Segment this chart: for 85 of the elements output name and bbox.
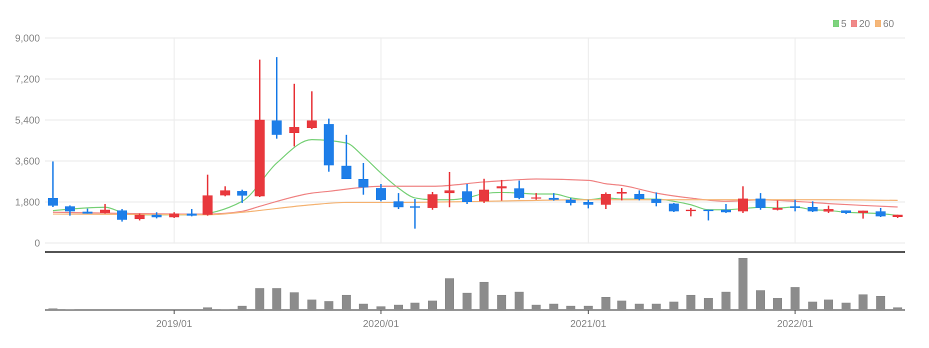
candlestick — [341, 134, 352, 180]
candlestick — [48, 160, 58, 208]
candlestick — [444, 171, 455, 208]
bar — [704, 298, 713, 310]
x-tick-label: 2020/01 — [362, 319, 400, 330]
bar — [824, 300, 834, 310]
bar — [203, 307, 212, 310]
candlestick — [634, 190, 644, 202]
bar — [773, 298, 782, 310]
candlestick — [462, 183, 472, 205]
candlestick — [496, 179, 507, 202]
candlestick — [514, 180, 524, 200]
bar — [756, 290, 766, 310]
bar — [307, 300, 316, 310]
candlestick — [876, 207, 886, 218]
bar — [566, 306, 576, 310]
x-tick-label: 2022/01 — [777, 319, 814, 330]
line-series — [52, 178, 898, 215]
bar — [480, 282, 489, 310]
bar — [410, 302, 420, 310]
candlestick — [756, 192, 766, 210]
candlestick — [428, 191, 438, 210]
candlestick — [616, 187, 627, 202]
candlestick — [117, 208, 128, 222]
bar — [255, 288, 264, 310]
bar — [876, 296, 886, 310]
candlestick — [100, 203, 110, 214]
y-tick-label: 1,800 — [14, 198, 40, 208]
bar — [376, 306, 386, 310]
bar — [738, 258, 748, 310]
bar — [549, 304, 558, 310]
y-tick-label: 0 — [34, 238, 40, 250]
candlestick — [790, 198, 800, 212]
bar — [342, 294, 351, 310]
bar — [394, 304, 404, 310]
bar — [238, 306, 247, 310]
bar — [808, 302, 818, 310]
y-tick-label: 5,400 — [14, 116, 40, 126]
bar — [532, 304, 541, 310]
candlestick — [394, 192, 404, 210]
bar — [893, 307, 902, 310]
bar — [584, 306, 593, 310]
y-tick-label: 7,200 — [14, 74, 40, 86]
bar — [272, 288, 282, 310]
candlestick — [220, 186, 230, 198]
candlestick — [703, 208, 714, 222]
legend-label: 5 — [841, 19, 847, 30]
bar — [497, 294, 506, 310]
x-tick-label: 2019/01 — [156, 319, 193, 330]
legend-label: 20 — [859, 19, 871, 30]
bar — [686, 294, 696, 310]
y-tick-label: 3,600 — [14, 156, 40, 168]
bar — [858, 294, 868, 310]
bar — [514, 292, 524, 310]
bar — [652, 304, 661, 310]
candlestick — [668, 202, 679, 213]
bar — [445, 278, 454, 310]
bar — [324, 301, 334, 310]
candlestick — [64, 204, 75, 216]
candlestick — [202, 174, 213, 216]
x-tick-label: 2021/01 — [570, 319, 607, 330]
bar — [290, 292, 299, 310]
bar — [428, 300, 438, 310]
bar — [462, 292, 472, 310]
bar — [358, 304, 368, 310]
candlestick — [479, 178, 490, 204]
bar — [601, 297, 610, 310]
y-tick-label: 9,000 — [14, 34, 40, 44]
bar — [634, 304, 644, 310]
bar — [721, 292, 730, 310]
candlestick — [306, 90, 317, 130]
bar — [790, 287, 800, 310]
bar — [669, 302, 678, 310]
bar — [617, 300, 626, 310]
legend-label: 60 — [883, 19, 895, 30]
candlestick — [272, 56, 282, 140]
candlestick — [808, 200, 818, 213]
candlestick — [600, 192, 611, 210]
bar — [842, 302, 851, 310]
candlestick — [358, 162, 368, 196]
candlestick — [738, 186, 748, 214]
candlestick — [289, 83, 300, 148]
candlestick — [651, 192, 662, 208]
candlestick — [376, 183, 386, 202]
candlestick — [237, 188, 248, 204]
